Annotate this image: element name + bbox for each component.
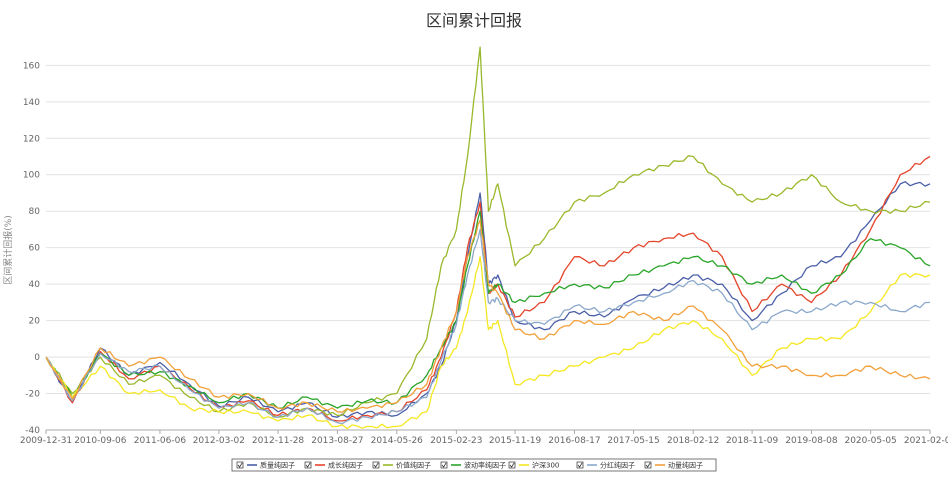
series-line-5 bbox=[45, 256, 931, 430]
series-line-4 bbox=[45, 210, 931, 409]
series-line-7 bbox=[45, 219, 931, 413]
x-tick-label: 2010-09-06 bbox=[74, 436, 127, 446]
legend-label: 动量纯因子 bbox=[668, 461, 703, 470]
y-tick-label: 20 bbox=[29, 317, 41, 327]
x-tick-label: 2009-12-31 bbox=[20, 436, 72, 446]
legend-check-icon bbox=[577, 462, 583, 468]
y-tick-label: 80 bbox=[29, 207, 41, 217]
series-lines bbox=[45, 46, 931, 430]
x-tick-label: 2013-08-27 bbox=[311, 436, 363, 446]
legend-check-icon bbox=[441, 462, 447, 468]
legend-label: 质量纯因子 bbox=[260, 461, 295, 470]
x-tick-label: 2014-05-26 bbox=[371, 436, 424, 446]
x-ticks: 2009-12-31 2010-09-06 2011-06-06 2012-03-02… bbox=[20, 430, 948, 446]
y-tick-label: 60 bbox=[29, 244, 41, 254]
legend-label: 波动率纯因子 bbox=[464, 461, 506, 470]
y-tick-label: 100 bbox=[23, 171, 40, 181]
x-tick-label: 2016-08-17 bbox=[548, 436, 600, 446]
x-tick-label: 2011-06-06 bbox=[134, 436, 187, 446]
legend-checkbox[interactable] bbox=[372, 461, 380, 469]
y-tick-label: -20 bbox=[25, 390, 40, 400]
y-axis-label: 区间累计回报(%) bbox=[2, 215, 14, 285]
y-tick-label: 140 bbox=[23, 98, 40, 108]
series-line-3 bbox=[45, 46, 931, 418]
x-tick-label: 2018-11-09 bbox=[726, 436, 779, 446]
x-tick-label: 2015-02-23 bbox=[430, 436, 482, 446]
y-tick-label: 160 bbox=[23, 61, 40, 71]
x-tick-label: 2018-02-12 bbox=[667, 436, 719, 446]
x-tick-label: 2012-03-02 bbox=[193, 436, 245, 446]
legend-label: 分红纯因子 bbox=[600, 461, 635, 470]
legend-checkbox[interactable] bbox=[576, 461, 584, 469]
legend-box bbox=[231, 458, 717, 472]
legend-checkbox[interactable] bbox=[508, 461, 516, 469]
legend-checkbox[interactable] bbox=[644, 461, 652, 469]
legend-label: 价值纯因子 bbox=[396, 461, 431, 470]
y-tick-label: 40 bbox=[29, 280, 41, 290]
x-tick-label: 2020-05-05 bbox=[844, 436, 896, 446]
x-tick-label: 2015-11-19 bbox=[489, 436, 542, 446]
y-tick-label: 120 bbox=[23, 134, 40, 144]
chart-title: 区间累计回报 bbox=[426, 11, 522, 30]
legend-check-icon bbox=[373, 462, 379, 468]
y-ticks: -40 -20 0 20 40 60 80 100 120 140 160 bbox=[23, 61, 40, 436]
y-tick-label: -40 bbox=[25, 426, 40, 436]
legend-checkbox[interactable] bbox=[304, 461, 312, 469]
legend: 质量纯因子 成长纯因子 价值纯因子 波动率纯因子 沪深300 分红纯因子 动量纯因子 bbox=[231, 458, 717, 472]
legend-label: 成长纯因子 bbox=[328, 461, 363, 470]
x-tick-label: 2012-11-28 bbox=[252, 436, 305, 446]
legend-check-icon bbox=[237, 462, 243, 468]
x-tick-label: 2021-02-01 bbox=[904, 436, 948, 446]
legend-check-icon bbox=[645, 462, 651, 468]
x-tick-label: 2017-05-15 bbox=[607, 436, 659, 446]
legend-check-icon bbox=[305, 462, 311, 468]
series-line-6 bbox=[45, 228, 931, 425]
x-tick-label: 2019-08-08 bbox=[785, 436, 838, 446]
legend-label: 沪深300 bbox=[532, 461, 559, 470]
legend-check-icon bbox=[509, 462, 515, 468]
legend-checkbox[interactable] bbox=[236, 461, 244, 469]
legend-checkbox[interactable] bbox=[440, 461, 448, 469]
y-tick-label: 0 bbox=[34, 353, 40, 363]
